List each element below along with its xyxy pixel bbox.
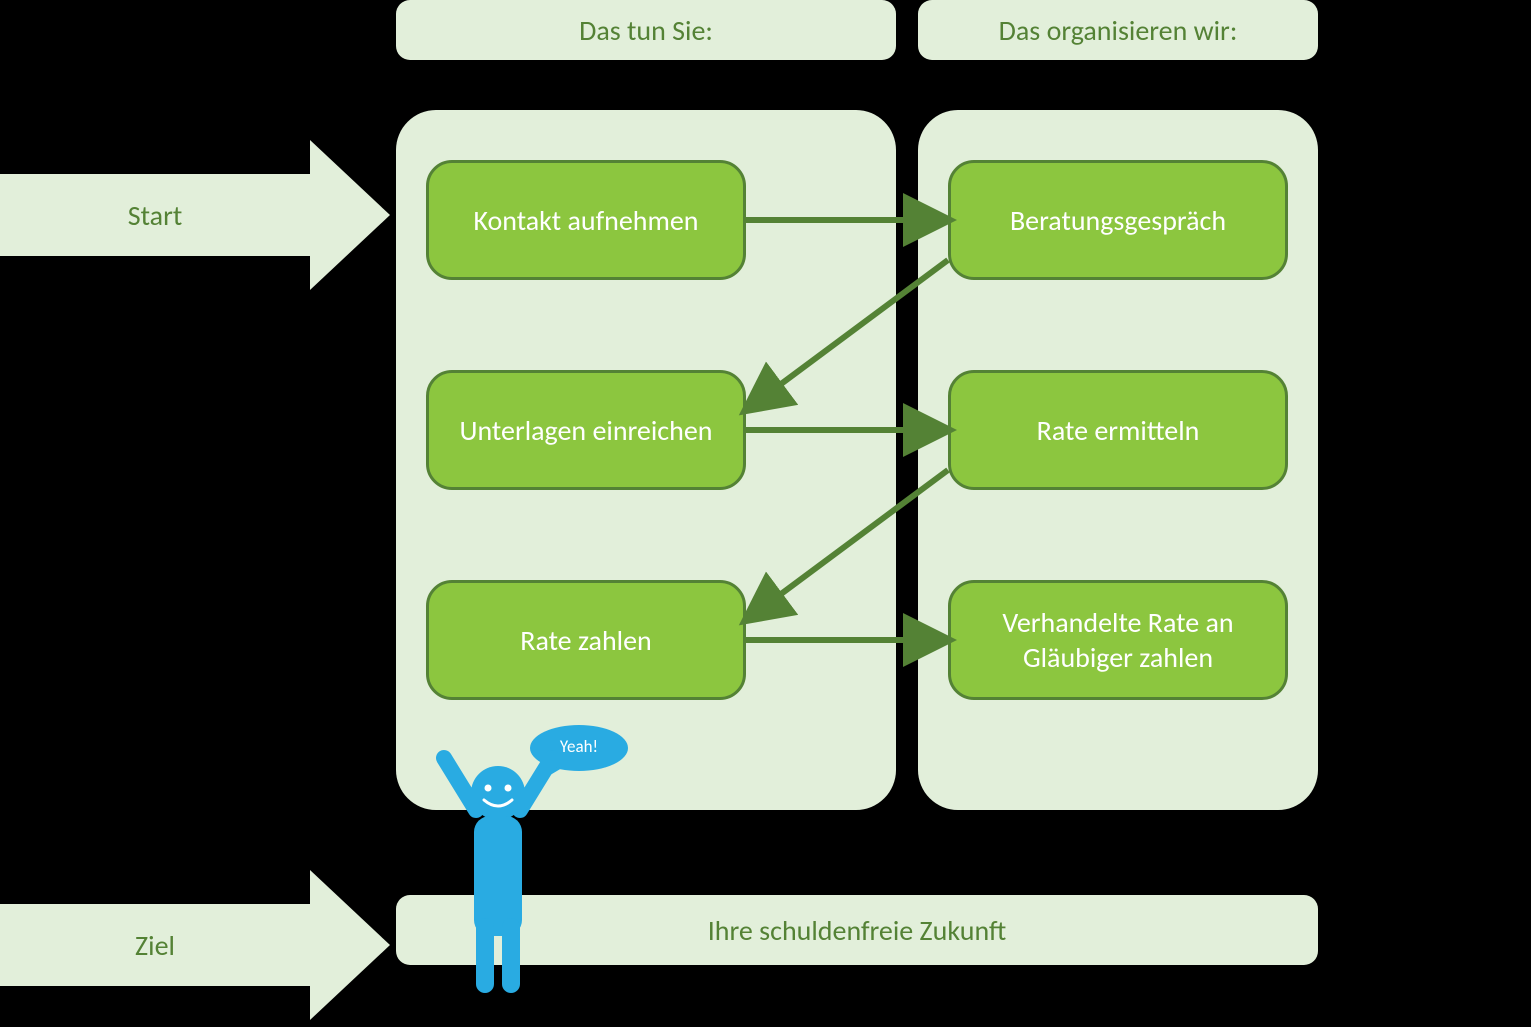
speech-bubble-label: Yeah!: [560, 736, 598, 757]
start-arrow: Start: [0, 140, 390, 290]
node-n1-label: Kontakt aufnehmen: [473, 203, 698, 238]
goal-bar: Ihre schuldenfreie Zukunft: [396, 895, 1318, 965]
header-left-label: Das tun Sie:: [579, 13, 713, 48]
header-right: Das organisieren wir:: [918, 0, 1318, 60]
node-n4-label: Rate ermitteln: [1037, 413, 1200, 448]
header-right-label: Das organisieren wir:: [999, 13, 1238, 48]
node-n5-label: Rate zahlen: [520, 623, 651, 658]
node-n6-label: Verhandelte Rate an Gläubiger zahlen: [971, 605, 1265, 675]
node-n3-label: Unterlagen einreichen: [460, 413, 713, 448]
speech-bubble-text: Yeah!: [530, 736, 628, 757]
node-n5: Rate zahlen: [426, 580, 746, 700]
goal-bar-label: Ihre schuldenfreie Zukunft: [708, 913, 1007, 948]
node-n2: Beratungsgespräch: [948, 160, 1288, 280]
goal-arrow-label: Ziel: [135, 928, 175, 963]
node-n6: Verhandelte Rate an Gläubiger zahlen: [948, 580, 1288, 700]
goal-arrow: Ziel: [0, 870, 390, 1020]
node-n4: Rate ermitteln: [948, 370, 1288, 490]
node-n2-label: Beratungsgespräch: [1010, 203, 1226, 238]
node-n3: Unterlagen einreichen: [426, 370, 746, 490]
node-n1: Kontakt aufnehmen: [426, 160, 746, 280]
header-left: Das tun Sie:: [396, 0, 896, 60]
start-arrow-label: Start: [128, 198, 182, 233]
